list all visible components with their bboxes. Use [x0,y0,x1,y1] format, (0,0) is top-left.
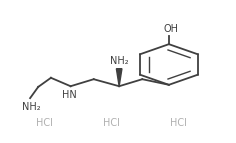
Text: HCl: HCl [36,118,52,128]
Text: OH: OH [164,24,179,34]
Text: HCl: HCl [103,118,119,128]
Polygon shape [116,69,122,86]
Text: NH₂: NH₂ [22,102,41,112]
Text: HN: HN [62,90,77,100]
Text: NH₂: NH₂ [110,56,128,66]
Text: HCl: HCl [170,118,187,128]
